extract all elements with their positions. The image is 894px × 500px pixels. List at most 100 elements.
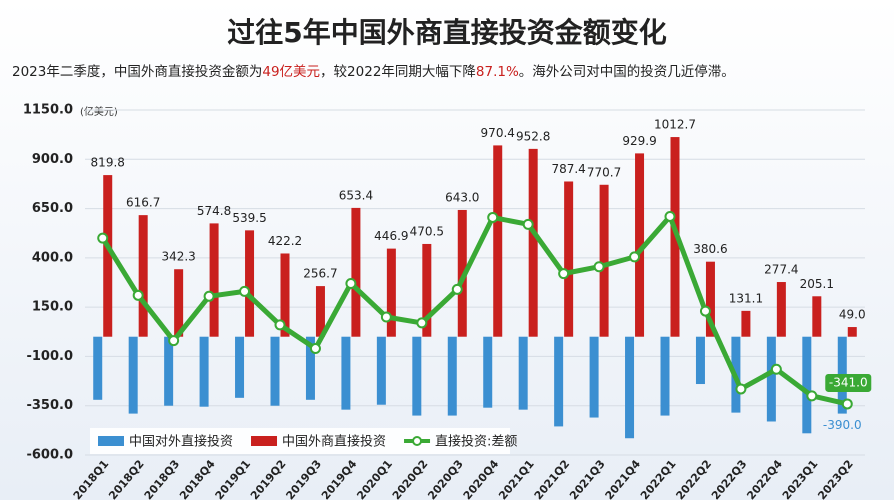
bar (802, 336, 812, 434)
value-label: 1012.7 (654, 118, 696, 132)
bar (315, 286, 325, 337)
legend-swatch (251, 436, 278, 446)
bar (209, 223, 219, 337)
y-unit: (亿美元) (80, 105, 118, 118)
line-marker (203, 290, 215, 302)
line-marker (735, 383, 747, 395)
line-marker (593, 261, 605, 273)
legend-label: 中国对外直接投资 (129, 434, 233, 450)
line-marker (522, 218, 534, 230)
y-tick-label: 1150.0 (23, 103, 73, 118)
value-label: 422.2 (268, 234, 302, 248)
line-marker (629, 251, 641, 263)
line-marker (841, 398, 853, 410)
value-label: 929.9 (622, 134, 656, 148)
line-marker (274, 319, 286, 331)
line-marker (309, 343, 321, 355)
bar (93, 336, 103, 400)
bar (199, 336, 209, 407)
line-marker (239, 285, 251, 297)
line-marker (487, 211, 499, 223)
value-label: 653.4 (339, 188, 373, 202)
bar (695, 336, 705, 385)
legend-box (90, 428, 510, 454)
bar (164, 336, 174, 406)
value-label: 380.6 (693, 242, 727, 256)
value-label: 277.4 (764, 263, 798, 277)
bar (599, 184, 609, 337)
bar (386, 248, 396, 337)
bar (483, 336, 493, 408)
value-label: 539.5 (232, 211, 266, 225)
value-label: 952.8 (516, 129, 550, 143)
bar (776, 282, 786, 337)
bar (660, 336, 670, 416)
subtitle-part: 。海外公司对中国的投资几近停滞。 (519, 63, 735, 80)
value-label: 131.1 (729, 291, 763, 305)
bar (245, 230, 255, 337)
y-tick-label: -350.0 (26, 398, 73, 413)
line-marker (380, 311, 392, 323)
bar (457, 209, 467, 337)
value-label: 770.7 (587, 165, 621, 179)
subtitle-highlight: 49亿美元 (262, 64, 320, 80)
line-marker (416, 317, 428, 329)
value-label: 256.7 (303, 267, 337, 281)
bar (235, 336, 245, 398)
subtitle-part: 2023年二季度，中国外商直接投资金额为 (12, 63, 262, 80)
y-tick-label: 400.0 (32, 250, 73, 265)
bar (564, 181, 574, 337)
bar (847, 327, 857, 337)
y-tick-label: -100.0 (26, 349, 73, 364)
line-marker (558, 268, 570, 280)
bar (493, 145, 503, 337)
bar (412, 336, 422, 416)
line-marker (132, 289, 144, 301)
value-label: 446.9 (374, 229, 408, 243)
line-marker (345, 277, 357, 289)
legend-label: 直接投资:差额 (435, 434, 517, 450)
line-marker (97, 232, 109, 244)
line-marker (806, 390, 818, 402)
bar (341, 336, 351, 410)
y-tick-label: 150.0 (32, 300, 73, 315)
bar (741, 310, 751, 337)
line-marker (451, 283, 463, 295)
value-label: 470.5 (410, 224, 444, 238)
bar (351, 207, 361, 337)
bar (635, 153, 645, 337)
value-label: 574.8 (197, 204, 231, 218)
bar (625, 336, 635, 439)
subtitle-part: ，较2022年同期大幅下降 (320, 64, 476, 80)
value-label: 342.3 (161, 250, 195, 264)
bar (766, 336, 776, 422)
line (100, 213, 848, 407)
bar (270, 336, 280, 406)
line-marker (770, 363, 782, 375)
bar (103, 175, 113, 337)
line-marker (168, 335, 180, 347)
bar (528, 148, 538, 337)
value-label: 819.8 (91, 156, 125, 170)
value-label: -341.0 (829, 375, 868, 389)
legend-swatch (412, 436, 423, 446)
value-label: 970.4 (481, 126, 515, 140)
bar (138, 215, 148, 337)
y-tick-label: 650.0 (32, 201, 73, 216)
y-tick-label: -600.0 (26, 448, 73, 463)
line-marker (664, 210, 676, 222)
value-label: 787.4 (551, 162, 585, 176)
value-label: 616.7 (126, 196, 160, 210)
line-marker (699, 305, 711, 317)
bar (128, 336, 138, 414)
chart-title: 过往5年中国外商直接投资金额变化 (227, 16, 666, 49)
value-label: 643.0 (445, 190, 479, 204)
value-label-box (825, 373, 872, 392)
subtitle-highlight: 87.1% (476, 64, 519, 80)
bar (447, 336, 457, 416)
y-tick-label: 900.0 (32, 152, 73, 167)
bar (376, 336, 386, 405)
